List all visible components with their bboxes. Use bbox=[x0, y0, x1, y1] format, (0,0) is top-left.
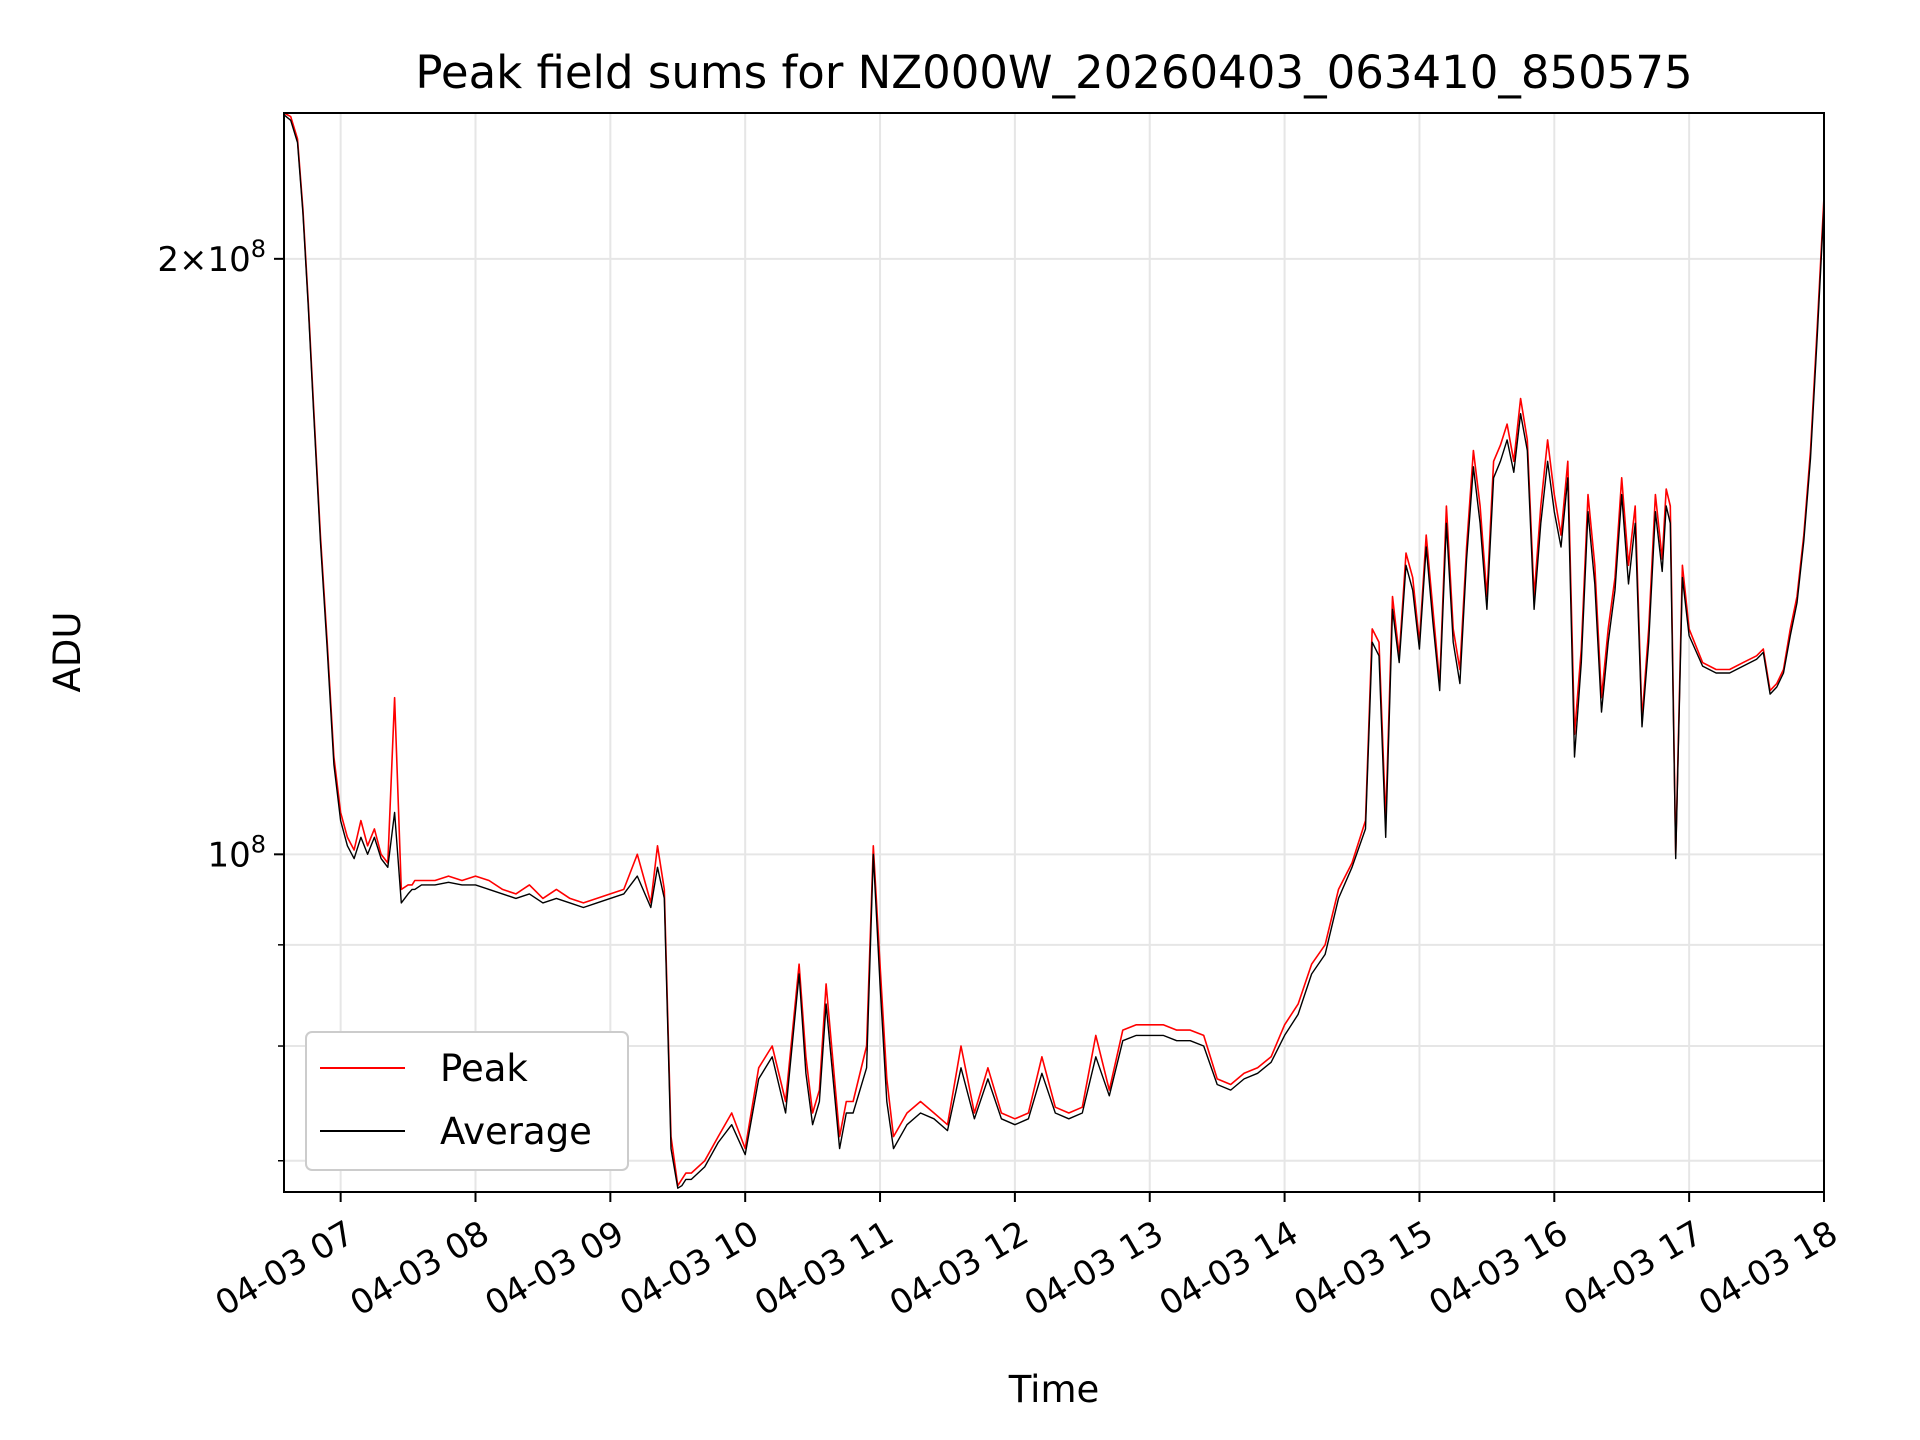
legend: Peak Average bbox=[305, 1031, 629, 1171]
x-axis-label: Time bbox=[1008, 1368, 1100, 1411]
y-tick-exponent: 8 bbox=[251, 830, 266, 858]
series-peak-line bbox=[283, 112, 1825, 1187]
y-tick-exponent: 8 bbox=[251, 235, 266, 263]
plot-frame bbox=[283, 112, 1825, 1193]
legend-label-peak: Peak bbox=[440, 1047, 528, 1090]
y-tick-label: 2×108 bbox=[157, 235, 266, 280]
y-tick-base: 10 bbox=[207, 835, 250, 875]
series-average-line bbox=[283, 114, 1825, 1189]
y-axis-label: ADU bbox=[46, 612, 89, 693]
chart-title: Peak field sums for NZ000W_20260403_0634… bbox=[415, 46, 1692, 99]
y-tick-multiplier: 2× bbox=[157, 240, 207, 280]
series-layer bbox=[283, 112, 1825, 1189]
legend-box bbox=[305, 1031, 629, 1171]
y-tick-label: 108 bbox=[207, 830, 266, 875]
y-tick-base: 10 bbox=[207, 240, 250, 280]
legend-label-average: Average bbox=[440, 1110, 592, 1153]
